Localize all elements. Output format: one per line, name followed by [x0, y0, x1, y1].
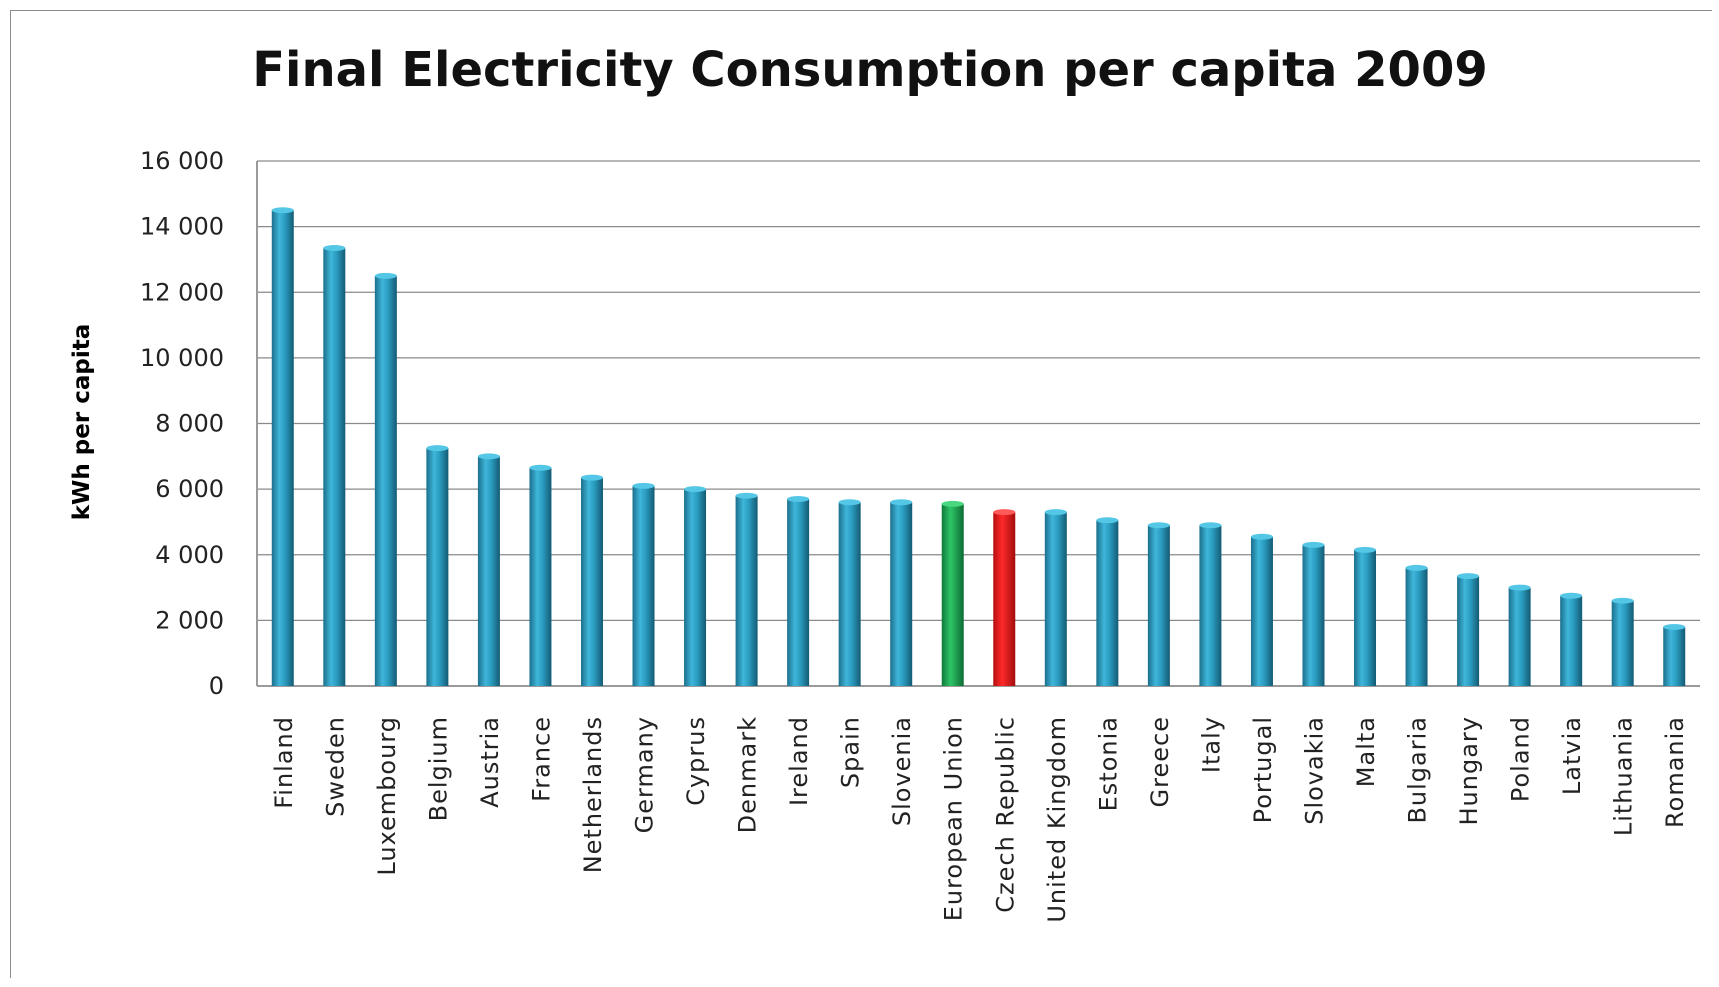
bar-austria [477, 456, 500, 686]
x-tick-label: Finland [270, 716, 298, 809]
x-tick-label: Czech Republic [991, 716, 1019, 913]
bar-ireland [787, 498, 810, 686]
x-tick-labels: Finland Sweden Luxembourg Belgium Austria Fra… [270, 716, 1689, 923]
bar-germany [632, 485, 655, 686]
x-tick-label: Cyprus [682, 716, 710, 806]
bars [271, 207, 1686, 686]
y-tick-label: 10 000 [140, 344, 224, 372]
bar-estonia [1096, 520, 1119, 686]
bar-cap [1508, 584, 1531, 591]
bar-luxembourg [374, 275, 397, 686]
x-tick-label: Netherlands [579, 716, 607, 873]
bar-cap [890, 499, 913, 506]
x-tick-label: Ireland [785, 716, 813, 806]
x-tick-label: Greece [1146, 716, 1174, 807]
y-tick-label: 12 000 [140, 278, 224, 306]
bar-cap [1199, 522, 1222, 529]
bar-poland [1508, 587, 1531, 686]
bar-cap [993, 509, 1016, 516]
bar-cap [323, 244, 346, 251]
x-tick-label: Malta [1352, 716, 1380, 787]
y-tick-label: 16 000 [140, 147, 224, 175]
x-tick-label: Bulgaria [1404, 716, 1432, 824]
y-tick-labels: 0 2 000 4 000 6 000 8 000 10 000 12 000 14 000 1… [140, 147, 224, 700]
x-tick-label: Italy [1197, 716, 1225, 773]
x-tick-label: Sweden [321, 716, 349, 817]
gridlines [257, 160, 1700, 687]
x-tick-label: France [527, 716, 555, 802]
bar-cap [1663, 623, 1686, 630]
x-tick-label: Austria [476, 716, 504, 808]
bar-cap [477, 453, 500, 460]
bar-cap [1405, 564, 1428, 571]
x-tick-label: Spain [837, 716, 865, 788]
bar-malta [1354, 549, 1377, 686]
bar-cap [1096, 517, 1119, 524]
bar-italy [1199, 525, 1222, 686]
bar-cap [529, 464, 552, 471]
x-tick-label: Latvia [1558, 716, 1586, 795]
bar-cap [580, 474, 603, 481]
bar-cap [1044, 509, 1067, 516]
bar-cap [941, 500, 964, 507]
bar-cap [684, 486, 707, 493]
x-tick-label: Romania [1661, 716, 1689, 828]
bar-portugal [1250, 536, 1273, 686]
y-tick-label: 0 [209, 672, 224, 700]
bar-belgium [426, 448, 449, 686]
x-tick-label: Poland [1507, 716, 1535, 802]
bar-slovakia [1302, 544, 1325, 686]
bar-cap [271, 207, 294, 214]
x-tick-label: Denmark [734, 716, 762, 833]
y-tick-label: 14 000 [140, 213, 224, 241]
bar-cap [1302, 541, 1325, 548]
bar-european-union [941, 503, 964, 686]
x-tick-label: Lithuania [1610, 716, 1638, 836]
bar-cap [838, 499, 861, 506]
chart-title: Final Electricity Consumption per capita… [252, 42, 1488, 98]
bar-cap [632, 482, 655, 489]
bar-bulgaria [1405, 567, 1428, 686]
bar-lithuania [1611, 600, 1634, 686]
x-tick-label: European Union [940, 716, 968, 921]
bar-spain [838, 502, 861, 686]
bar-cap [374, 272, 397, 279]
x-tick-label: Estonia [1094, 716, 1122, 811]
bar-cap [426, 445, 449, 452]
bar-finland [271, 210, 294, 686]
bar-greece [1147, 525, 1170, 686]
y-tick-label: 4 000 [155, 541, 224, 569]
x-tick-label: Slovakia [1300, 716, 1328, 825]
bar-romania [1663, 626, 1686, 686]
bar-cap [787, 495, 810, 502]
bar-slovenia [890, 502, 913, 686]
x-tick-label: Portugal [1249, 716, 1277, 823]
bar-cap [1560, 592, 1583, 599]
x-tick-label: Germany [631, 716, 659, 833]
bar-cap [1611, 597, 1634, 604]
y-tick-label: 2 000 [155, 606, 224, 634]
bar-cap [1354, 546, 1377, 553]
bar-cap [735, 492, 758, 499]
x-tick-label: United Kingdom [1043, 716, 1071, 923]
bar-cyprus [684, 489, 707, 686]
bar-latvia [1560, 595, 1583, 686]
bar-cap [1147, 522, 1170, 529]
bar-france [529, 467, 552, 686]
x-tick-label: Slovenia [888, 716, 916, 826]
bar-cap [1457, 573, 1480, 580]
y-tick-label: 6 000 [155, 475, 224, 503]
bar-cap [1250, 533, 1273, 540]
bar-united-kingdom [1044, 512, 1067, 686]
bar-netherlands [580, 477, 603, 686]
bar-sweden [323, 247, 346, 686]
bar-hungary [1457, 576, 1480, 686]
x-tick-label: Hungary [1455, 716, 1483, 825]
y-tick-label: 8 000 [155, 410, 224, 438]
x-tick-label: Belgium [424, 716, 452, 821]
x-tick-label: Luxembourg [373, 716, 401, 876]
bar-czech-republic [993, 512, 1016, 686]
bar-denmark [735, 495, 758, 686]
